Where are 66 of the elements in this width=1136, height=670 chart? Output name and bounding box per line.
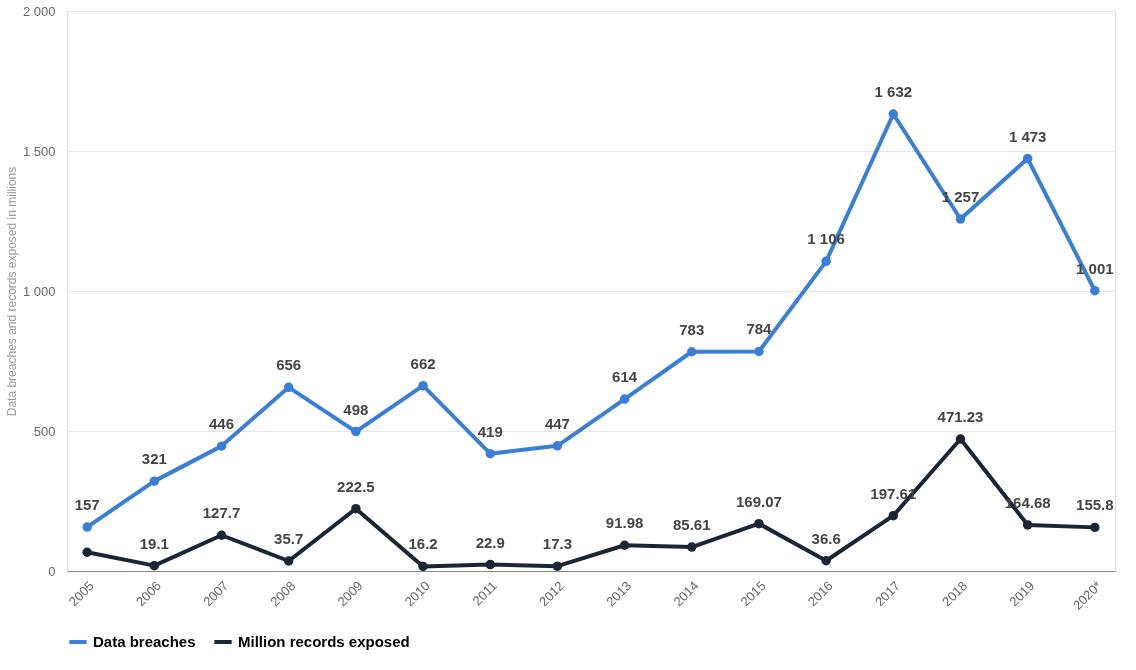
data-label: 22.9 — [475, 533, 505, 551]
point — [821, 556, 831, 566]
data-label: 783 — [679, 320, 705, 338]
point — [821, 256, 831, 267]
point — [216, 441, 227, 451]
point — [82, 547, 92, 557]
data-label: 35.7 — [274, 530, 304, 547]
data-label: 85.61 — [673, 516, 711, 534]
data-label: 498 — [343, 400, 369, 418]
y-tick-label: 2 000 — [22, 3, 56, 19]
data-label: 656 — [276, 356, 302, 374]
data-label: 1 473 — [1008, 127, 1047, 145]
y-tick-label: 1 500 — [22, 143, 56, 159]
data-label: 446 — [209, 415, 235, 433]
data-label: 471.23 — [937, 408, 984, 426]
point — [149, 476, 160, 486]
point — [955, 434, 966, 444]
point — [216, 530, 227, 540]
y-axis-title: Data breaches and records exposed in millions — [4, 166, 19, 417]
data-label: 447 — [544, 414, 570, 432]
data-label: 1 632 — [874, 83, 913, 101]
data-label: 614 — [612, 368, 638, 386]
point — [485, 559, 495, 570]
data-label: 155.8 — [1076, 496, 1114, 514]
data-label: 127.7 — [202, 504, 241, 522]
point — [1022, 153, 1033, 164]
y-tick-label: 500 — [33, 423, 56, 439]
data-label: 784 — [746, 320, 773, 338]
legend-label: Data breaches — [93, 633, 196, 650]
point — [754, 346, 764, 357]
point — [418, 561, 428, 572]
data-label: 321 — [141, 450, 167, 468]
point — [1090, 285, 1100, 296]
point — [351, 503, 361, 514]
data-label: 19.1 — [139, 534, 169, 552]
data-label: 16.2 — [408, 535, 438, 553]
point — [418, 380, 428, 391]
point — [552, 441, 563, 451]
point — [283, 556, 294, 566]
point — [1090, 522, 1100, 533]
data-label: 17.3 — [542, 535, 573, 553]
point — [485, 448, 495, 459]
point — [955, 214, 966, 224]
point — [283, 382, 294, 393]
y-tick-label: 1 000 — [22, 283, 56, 299]
data-label: 169.07 — [736, 492, 782, 510]
point — [149, 560, 160, 571]
point — [687, 542, 697, 552]
data-label: 91.98 — [605, 514, 644, 532]
point — [82, 522, 92, 532]
point — [687, 347, 697, 357]
point — [619, 540, 630, 550]
point — [888, 109, 899, 119]
data-label: 222.5 — [337, 477, 375, 495]
data-label: 36.6 — [811, 529, 841, 547]
point — [619, 394, 630, 404]
point — [351, 426, 361, 437]
data-label: 419 — [477, 422, 503, 440]
point — [552, 561, 563, 571]
legend-label: Million records exposed — [238, 633, 410, 650]
data-label: 157 — [74, 496, 100, 514]
point — [888, 510, 899, 521]
data-label: 662 — [410, 354, 436, 372]
y-tick-label: 0 — [48, 563, 56, 579]
point — [754, 518, 764, 529]
point — [1022, 520, 1033, 530]
